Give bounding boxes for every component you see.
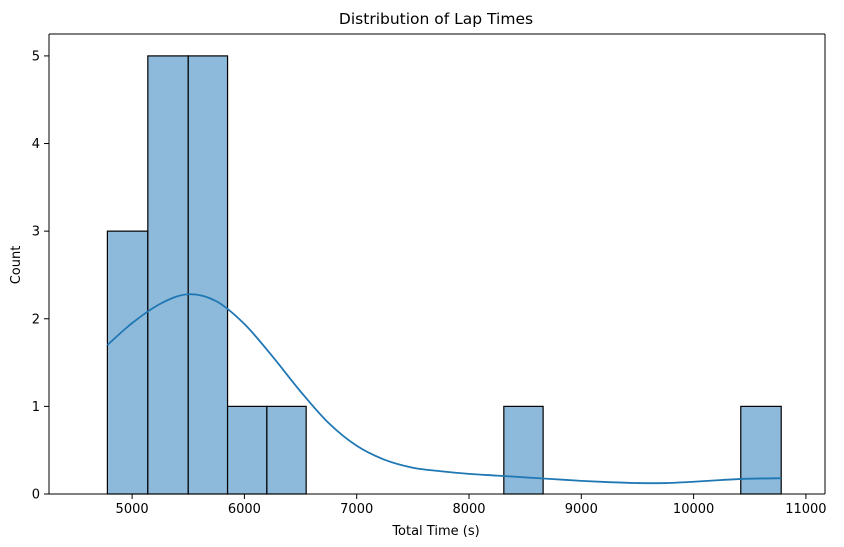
- kde-curve-group: [106, 293, 782, 485]
- y-tick-label: 2: [32, 312, 40, 327]
- x-tick-label: 5000: [116, 502, 149, 517]
- histogram-bar: [266, 405, 307, 495]
- histogram-bar: [147, 55, 189, 495]
- y-tick-label: 5: [32, 49, 40, 64]
- histogram-bars: [106, 55, 782, 495]
- x-tick-label: 11000: [785, 502, 826, 517]
- y-axis-label: Count: [9, 246, 24, 285]
- y-tick-label: 0: [32, 488, 40, 503]
- histogram-bar: [226, 405, 268, 495]
- x-tick-label: 10000: [673, 502, 714, 517]
- x-axis-ticks: 5000 6000 7000 8000 9000 10000 11000: [116, 494, 827, 517]
- x-axis-label: Total Time (s): [391, 524, 479, 539]
- x-tick-label: 8000: [452, 502, 485, 517]
- axes: [48, 33, 826, 495]
- y-tick-label: 1: [32, 400, 40, 415]
- histogram-bar: [106, 230, 149, 495]
- histogram-bar: [740, 405, 782, 495]
- chart-title: Distribution of Lap Times: [339, 10, 533, 28]
- x-tick-label: 6000: [228, 502, 261, 517]
- y-tick-label: 3: [32, 225, 40, 240]
- x-tick-label: 7000: [340, 502, 373, 517]
- y-tick-label: 4: [32, 137, 40, 152]
- x-tick-label: 9000: [565, 502, 598, 517]
- y-axis-ticks: 0 1 2 3 4 5: [32, 49, 49, 503]
- kde-line: [106, 293, 782, 485]
- histogram-bar: [187, 55, 229, 495]
- histogram-bar: [503, 405, 544, 495]
